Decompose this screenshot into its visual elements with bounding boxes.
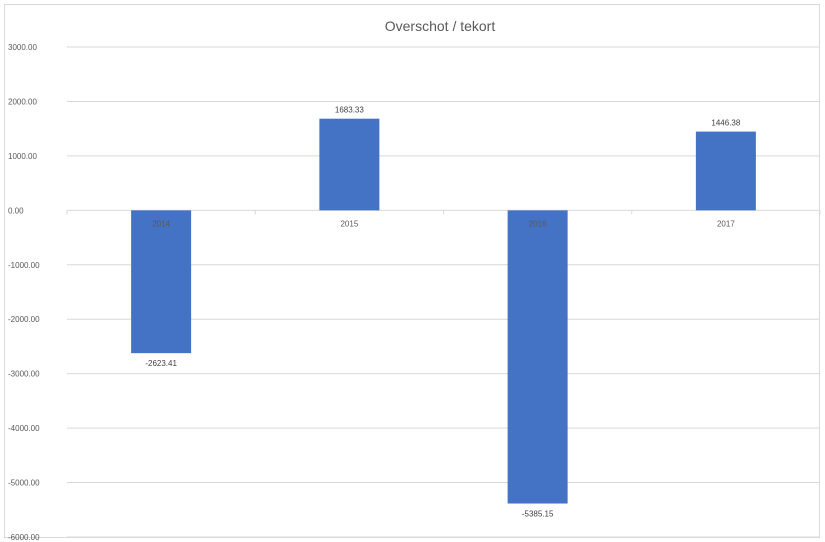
y-tick-label: 0.00 [8, 206, 24, 215]
bar-2016 [507, 210, 568, 504]
y-tick-label: -4000.00 [8, 424, 40, 433]
y-tick-label: -5000.00 [8, 479, 40, 488]
bar-2017 [695, 131, 756, 211]
category-label: 2016 [529, 219, 547, 228]
grid-layer: 3000.00 2000.00 1000.00 0.00 -1000.00 -2000.0… [8, 43, 821, 542]
data-label: 1683.33 [335, 106, 364, 115]
data-label: -2623.41 [145, 359, 177, 368]
y-tick-label: 3000.00 [8, 43, 37, 52]
chart-title: Overschot / tekort [385, 18, 496, 34]
data-label: -5385.15 [522, 510, 554, 519]
y-tick-label: -3000.00 [8, 370, 40, 379]
y-tick-label: 2000.00 [8, 97, 37, 106]
category-label: 2015 [340, 219, 358, 228]
bar-2015 [319, 118, 380, 211]
y-tick-label: -2000.00 [8, 315, 40, 324]
bar-2014 [131, 210, 192, 354]
y-tick-label: 1000.00 [8, 152, 37, 161]
category-label: 2014 [152, 219, 170, 228]
bar-layer [131, 118, 756, 504]
category-label: 2017 [717, 219, 735, 228]
y-tick-label: -6000.00 [8, 533, 40, 542]
label-layer: 2014 -2623.41 2015 1683.33 2016 -5385.15 2017 1… [145, 106, 741, 519]
data-label: 1446.38 [711, 119, 740, 128]
y-tick-label: -1000.00 [8, 261, 40, 270]
